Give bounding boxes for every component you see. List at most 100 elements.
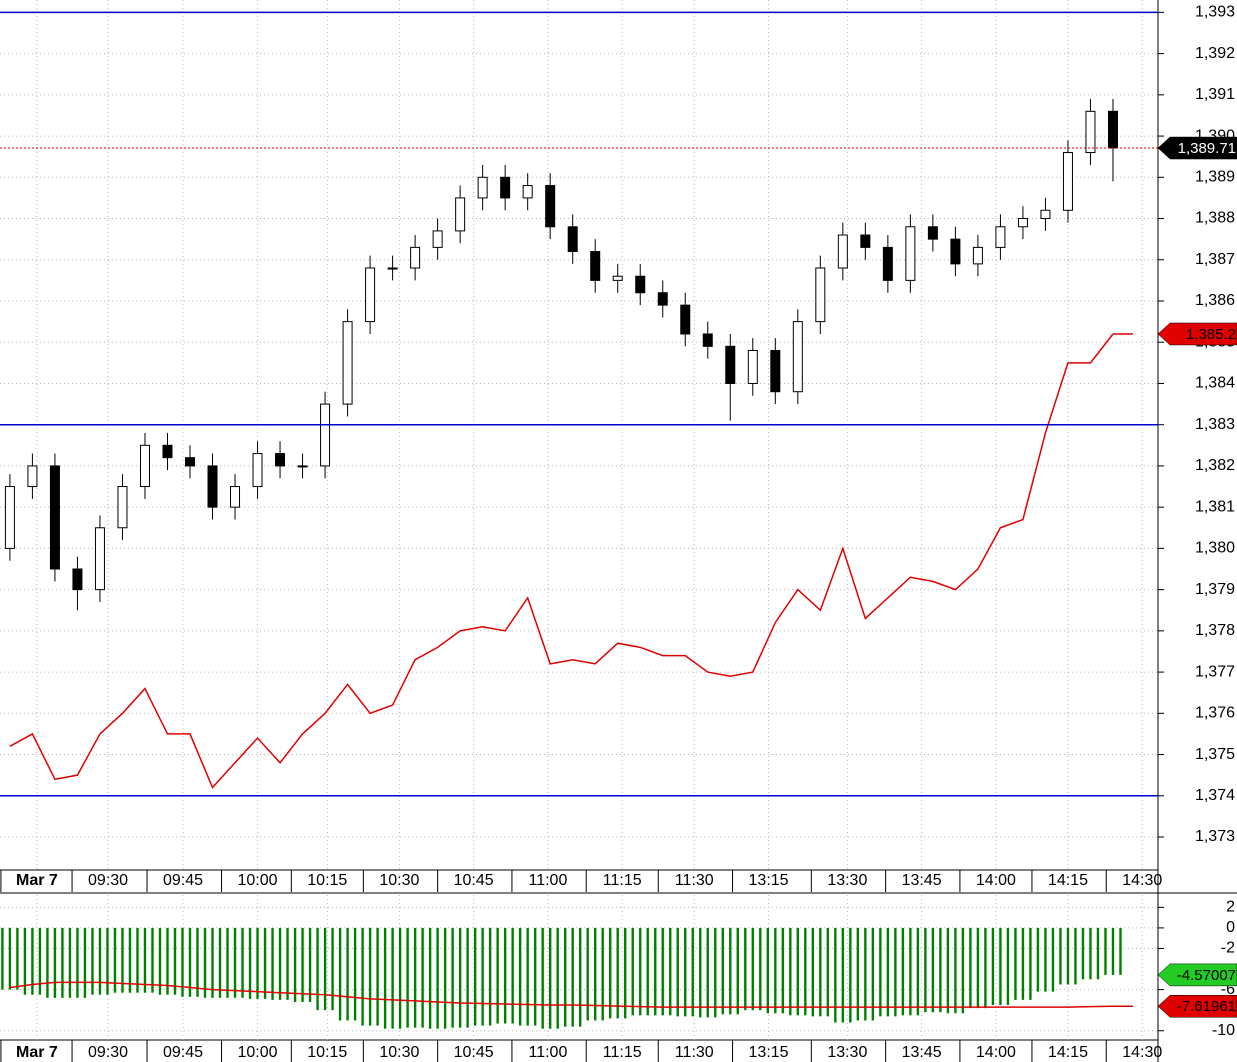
histogram-bar: [1111, 927, 1115, 975]
candle: [1017, 206, 1028, 240]
candle-body: [815, 267, 826, 323]
histogram-bar: [909, 927, 912, 1016]
histogram-bar: [796, 927, 800, 1016]
x-tick-label: 10:00: [238, 1044, 278, 1061]
candle: [905, 214, 916, 293]
histogram-bar: [196, 927, 199, 997]
histogram-bar: [271, 927, 274, 1000]
histogram-bar: [871, 927, 875, 1021]
histogram-bar: [143, 927, 147, 993]
histogram-bar: [278, 927, 282, 1000]
candle: [612, 263, 623, 293]
x-tick-label: 13:15: [749, 1044, 789, 1061]
line-series: [9, 333, 1114, 789]
histogram-bar: [421, 927, 424, 1028]
histogram-bar: [211, 927, 214, 998]
histogram-bar: [518, 927, 522, 1026]
candle-body: [162, 444, 173, 459]
line-series: [9, 981, 1113, 1008]
price-marker: 1,389.71: [1157, 136, 1237, 160]
candle: [770, 338, 781, 405]
histogram-bar: [563, 927, 567, 1027]
histogram-bar: [391, 927, 394, 1029]
histogram-bar: [939, 927, 942, 1013]
histogram-bar: [16, 927, 19, 990]
histogram-bar: [856, 927, 860, 1021]
histogram-bar: [158, 927, 162, 995]
candle-body: [972, 246, 983, 265]
histogram-bar: [203, 927, 207, 998]
y-tick-label: 1,388: [1195, 210, 1235, 227]
histogram-bar: [586, 927, 589, 1021]
histogram-bar: [556, 927, 559, 1029]
x-tick-label: 14:00: [976, 872, 1016, 889]
candle-body: [432, 230, 443, 248]
histogram-bar: [473, 927, 477, 1026]
histogram-bar: [1074, 927, 1077, 985]
candle: [725, 333, 736, 421]
y-tick-label: 1,383: [1195, 416, 1235, 433]
histogram-bar: [23, 927, 27, 995]
price-marker: 1,385.2: [1157, 322, 1237, 346]
candle-body: [477, 176, 488, 199]
histogram-bar: [361, 927, 364, 1026]
histogram-bar: [466, 927, 469, 1028]
histogram-bar: [706, 927, 709, 1018]
x-tick-label: 13:45: [902, 1044, 942, 1061]
candle-body: [455, 197, 466, 232]
candle: [1040, 197, 1051, 231]
x-tick-label: 14:15: [1048, 872, 1088, 889]
candle: [837, 222, 848, 281]
histogram-bar: [316, 927, 319, 1011]
histogram-bar: [1036, 927, 1040, 992]
candle: [72, 556, 83, 611]
y-tick-label: 1,382: [1195, 457, 1235, 474]
histogram-bar: [774, 927, 777, 1014]
candle: [950, 226, 961, 277]
candle-body: [252, 453, 263, 488]
histogram-bar: [458, 927, 462, 1028]
x-tick-label: 13:30: [827, 1044, 867, 1061]
x-tick-label: 13:45: [902, 872, 942, 889]
histogram-bar: [46, 927, 49, 998]
histogram-bar: [684, 927, 687, 1017]
candle-body: [770, 349, 781, 393]
histogram-bar: [646, 927, 649, 1016]
x-tick-label: 11:00: [529, 872, 568, 889]
histogram-bar: [616, 927, 619, 1019]
candle-body: [567, 226, 578, 253]
histogram-bar: [548, 927, 552, 1029]
y-tick-label: 1,381: [1195, 498, 1235, 515]
histogram-bar: [1066, 927, 1070, 985]
candle: [94, 515, 105, 602]
candle: [972, 235, 983, 277]
y-tick-label: 1,386: [1195, 292, 1235, 309]
histogram-bar: [383, 927, 387, 1029]
candle: [860, 222, 871, 260]
candle: [522, 173, 533, 211]
histogram-bar: [849, 927, 852, 1023]
histogram-bar: [488, 927, 492, 1026]
x-tick-label: 14:00: [976, 1044, 1016, 1061]
candle-body: [792, 321, 803, 393]
candle-body: [1062, 152, 1073, 211]
histogram-bar: [308, 927, 312, 1002]
histogram-bar: [916, 927, 920, 1016]
candle-body: [882, 246, 893, 281]
histogram-bar: [128, 927, 132, 993]
y-tick-label: 1,377: [1195, 663, 1235, 680]
histogram-bar: [594, 927, 597, 1021]
histogram-bar: [301, 927, 304, 1002]
candle: [162, 432, 173, 471]
histogram-bar: [61, 927, 64, 998]
y-tick-label: 1,384: [1195, 375, 1235, 392]
histogram-bar: [931, 927, 935, 1013]
histogram-bar: [398, 927, 402, 1029]
candle-body: [635, 275, 646, 294]
histogram-bar: [676, 927, 679, 1017]
candle: [590, 239, 601, 293]
y-tick-label: -2: [1221, 940, 1235, 957]
histogram-bar: [233, 927, 237, 998]
histogram-bar: [1119, 927, 1122, 975]
